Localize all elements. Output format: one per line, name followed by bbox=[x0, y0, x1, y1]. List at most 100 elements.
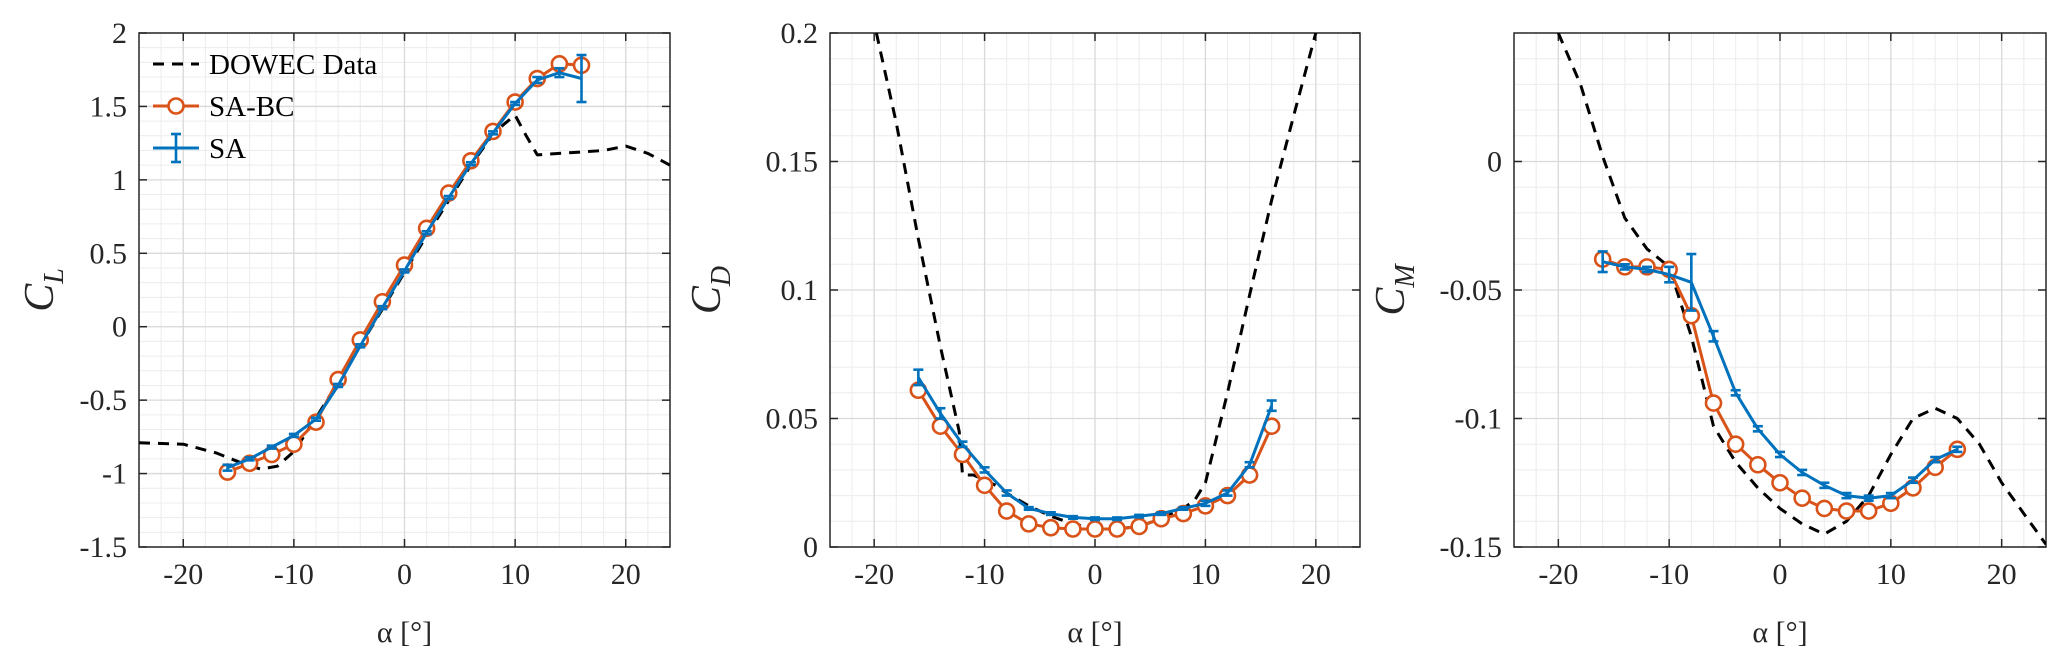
y-axis-label: CM bbox=[1368, 263, 1421, 316]
error-bar-sa bbox=[355, 343, 366, 349]
error-bar-sa bbox=[1112, 516, 1123, 522]
error-bar-sa bbox=[1619, 262, 1630, 271]
y-axis-label-subscript: D bbox=[706, 266, 737, 287]
data-point-sa-bc bbox=[1108, 520, 1126, 538]
data-point-sa-bc bbox=[1130, 517, 1148, 536]
x-axis-label: α [°] bbox=[377, 616, 432, 649]
y-tick-label: 0.1 bbox=[781, 274, 819, 307]
error-bar-sa bbox=[1952, 445, 1963, 454]
x-tick-label: 10 bbox=[500, 558, 530, 591]
x-tick-label: -10 bbox=[274, 558, 314, 591]
error-bar-sa bbox=[244, 456, 255, 462]
error-bar-sa bbox=[1819, 481, 1830, 490]
x-tick-label: 10 bbox=[1876, 558, 1906, 591]
data-point-sa-bc bbox=[1837, 502, 1856, 520]
error-bar-sa bbox=[576, 53, 587, 104]
y-tick-label: 0 bbox=[112, 311, 127, 344]
y-tick-label: 2 bbox=[112, 17, 127, 50]
x-tick-label: 20 bbox=[1301, 558, 1331, 591]
data-point-sa-bc bbox=[997, 502, 1016, 520]
y-tick-label: 0 bbox=[1487, 146, 1502, 179]
data-point-sa-bc bbox=[975, 476, 994, 495]
error-bar-sa bbox=[979, 466, 990, 474]
error-bar-sa bbox=[465, 160, 476, 167]
y-tick-label: -0.1 bbox=[1455, 403, 1503, 436]
y-tick-label: 0 bbox=[803, 531, 818, 564]
x-tick-label: 0 bbox=[1088, 558, 1103, 591]
error-bar-sa bbox=[935, 406, 946, 420]
data-point-sa-bc bbox=[1815, 499, 1834, 518]
error-bar-sa bbox=[1200, 499, 1211, 508]
error-bar-sa bbox=[1708, 329, 1719, 343]
y-tick-label: -1 bbox=[102, 458, 127, 491]
x-tick-label: -20 bbox=[854, 558, 894, 591]
y-tick-label: 1 bbox=[112, 164, 127, 197]
error-bar-sa bbox=[554, 66, 565, 79]
error-bar-sa bbox=[1686, 252, 1697, 312]
y-axis-label-main: C bbox=[17, 283, 63, 312]
data-point-sa-bc bbox=[1771, 473, 1789, 492]
error-bar-sa bbox=[1642, 265, 1652, 274]
plot-area bbox=[139, 53, 670, 481]
error-bar-sa bbox=[1664, 265, 1675, 284]
major-grid bbox=[139, 32, 670, 548]
error-bar-sa bbox=[333, 382, 344, 389]
error-bar-sa bbox=[510, 100, 521, 107]
error-bar-sa bbox=[1797, 468, 1808, 477]
error-bar-sa bbox=[1730, 388, 1741, 397]
data-point-sa-bc bbox=[1064, 520, 1082, 538]
panel-lift: -20 -10 0 10 20 -1.5 -1 -0.5 0 0.5 1 1.5 2 α [°] CL bbox=[17, 17, 671, 649]
x-tick-label: 20 bbox=[1987, 558, 2017, 591]
data-point-sa-bc bbox=[1859, 502, 1878, 520]
x-tick-label: 0 bbox=[397, 558, 412, 591]
panel-drag: -20 -10 0 10 20 0 0.05 0.1 0.15 0.2 α [°] CD bbox=[684, 17, 1361, 649]
x-tick-label: 20 bbox=[611, 558, 641, 591]
error-bar-sa bbox=[1156, 511, 1167, 517]
x-tick-label: -20 bbox=[163, 558, 203, 591]
error-bar-sa bbox=[1863, 494, 1874, 503]
y-axis-label-main: C bbox=[1368, 287, 1414, 316]
data-point-sa-bc bbox=[1726, 435, 1745, 454]
y-tick-label: -0.5 bbox=[80, 384, 128, 417]
error-bar-sa bbox=[222, 463, 233, 472]
error-bar-sa bbox=[1222, 489, 1233, 497]
y-tick-label: -0.15 bbox=[1440, 531, 1503, 564]
y-tick-label: 0.2 bbox=[781, 17, 819, 50]
legend-label-2: SA bbox=[209, 133, 246, 165]
y-tick-label: 0.15 bbox=[766, 146, 819, 179]
y-tick-label: -0.05 bbox=[1440, 274, 1503, 307]
error-bar-sa bbox=[1841, 491, 1852, 500]
error-bar-sa bbox=[913, 368, 924, 387]
data-point-sa-bc bbox=[1704, 394, 1723, 412]
legend-marker-circle bbox=[167, 97, 185, 115]
data-point-sa-bc bbox=[1019, 515, 1038, 533]
y-tick-label: 1.5 bbox=[90, 90, 128, 123]
x-axis-label: α [°] bbox=[1752, 616, 1807, 649]
x-tick-label: 10 bbox=[1190, 558, 1220, 591]
error-bar-sa bbox=[957, 440, 968, 449]
error-bar-sa bbox=[1067, 514, 1078, 521]
x-tick-label: -20 bbox=[1538, 558, 1578, 591]
y-axis-label: CD bbox=[684, 266, 737, 314]
y-axis-label-main: C bbox=[684, 285, 730, 314]
error-bar-sa bbox=[1045, 511, 1056, 517]
error-bar-sa bbox=[311, 416, 321, 423]
error-bar-sa bbox=[288, 432, 299, 439]
y-axis-label-subscript: L bbox=[39, 268, 70, 285]
error-bar-sa bbox=[399, 268, 410, 274]
x-tick-label: -10 bbox=[965, 558, 1005, 591]
y-tick-label: 0.05 bbox=[766, 403, 819, 436]
error-bar-sa bbox=[1178, 505, 1189, 512]
data-point-sa-bc bbox=[1749, 455, 1767, 474]
error-bar-sa bbox=[1244, 460, 1255, 469]
data-point-sa-bc bbox=[1793, 489, 1811, 507]
error-bar-sa bbox=[1090, 516, 1100, 522]
panel-moment: -20 -10 0 10 20 -0.15 -0.1 -0.05 0 α [°] CM bbox=[1368, 32, 2047, 649]
data-point-sa-bc bbox=[1042, 518, 1060, 537]
error-bar-sa bbox=[1023, 505, 1034, 512]
plot-area bbox=[874, 33, 1318, 538]
error-bar-sa bbox=[1775, 450, 1785, 459]
error-bar-sa bbox=[488, 130, 498, 136]
x-tick-label: -10 bbox=[1649, 558, 1689, 591]
